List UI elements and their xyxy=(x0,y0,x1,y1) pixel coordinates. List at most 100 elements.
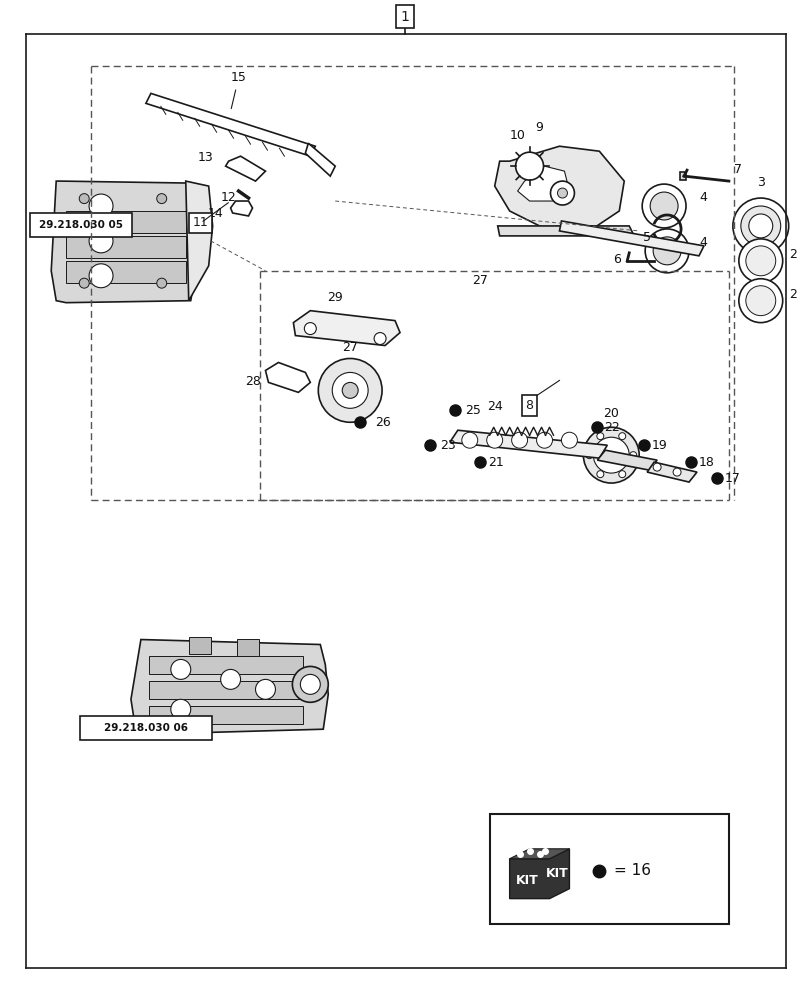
Circle shape xyxy=(560,432,577,448)
Circle shape xyxy=(645,229,689,273)
Text: 15: 15 xyxy=(230,71,247,109)
Bar xyxy=(680,172,685,180)
Polygon shape xyxy=(225,156,265,181)
Circle shape xyxy=(511,432,527,448)
Polygon shape xyxy=(186,181,212,301)
Text: 17: 17 xyxy=(724,472,740,485)
Text: 6: 6 xyxy=(612,253,620,266)
Polygon shape xyxy=(131,640,328,734)
Circle shape xyxy=(255,679,275,699)
Circle shape xyxy=(672,468,680,476)
Circle shape xyxy=(536,432,551,448)
Text: 5: 5 xyxy=(642,231,650,244)
Polygon shape xyxy=(597,450,656,470)
Text: 19: 19 xyxy=(651,439,667,452)
Circle shape xyxy=(738,279,782,323)
Text: KIT: KIT xyxy=(516,874,539,887)
Circle shape xyxy=(618,433,625,440)
Polygon shape xyxy=(497,226,633,236)
Circle shape xyxy=(292,666,328,702)
Text: 26: 26 xyxy=(375,416,390,429)
Circle shape xyxy=(304,323,316,335)
Text: 29.218.030 06: 29.218.030 06 xyxy=(104,723,187,733)
Bar xyxy=(148,656,303,674)
Text: = 16: = 16 xyxy=(614,863,650,878)
Text: 14: 14 xyxy=(208,207,223,220)
Circle shape xyxy=(596,433,603,440)
Bar xyxy=(66,211,186,233)
Circle shape xyxy=(652,463,660,471)
Text: 24: 24 xyxy=(487,400,502,413)
Text: 13: 13 xyxy=(198,151,213,164)
Circle shape xyxy=(550,181,573,205)
Polygon shape xyxy=(305,143,335,176)
Polygon shape xyxy=(293,311,400,346)
Text: KIT: KIT xyxy=(546,867,569,880)
Bar xyxy=(66,236,186,258)
Bar xyxy=(148,681,303,699)
Text: 23: 23 xyxy=(440,439,455,452)
Circle shape xyxy=(221,669,240,689)
Circle shape xyxy=(650,192,677,220)
Circle shape xyxy=(652,237,680,265)
Text: 10: 10 xyxy=(509,129,525,142)
Polygon shape xyxy=(449,430,607,458)
Polygon shape xyxy=(230,201,252,216)
Circle shape xyxy=(642,184,685,228)
Text: 21: 21 xyxy=(487,456,503,469)
Circle shape xyxy=(557,188,567,198)
Bar xyxy=(148,706,303,724)
Text: 25: 25 xyxy=(464,404,480,417)
Polygon shape xyxy=(146,93,315,156)
Circle shape xyxy=(629,452,636,459)
Text: 29: 29 xyxy=(327,291,343,304)
Text: 2: 2 xyxy=(787,248,796,261)
Text: 2: 2 xyxy=(787,288,796,301)
Circle shape xyxy=(170,699,191,719)
Circle shape xyxy=(332,372,367,408)
Circle shape xyxy=(593,437,629,473)
Text: 18: 18 xyxy=(698,456,714,469)
Circle shape xyxy=(89,264,113,288)
Polygon shape xyxy=(646,462,696,482)
Circle shape xyxy=(79,194,89,204)
Circle shape xyxy=(748,214,772,238)
Circle shape xyxy=(486,432,502,448)
Circle shape xyxy=(586,452,592,459)
Polygon shape xyxy=(51,181,200,303)
Circle shape xyxy=(318,358,382,422)
Text: 4: 4 xyxy=(698,191,706,204)
Circle shape xyxy=(157,194,166,204)
Circle shape xyxy=(732,198,787,254)
Text: 29.218.030 05: 29.218.030 05 xyxy=(39,220,123,230)
Circle shape xyxy=(745,246,775,276)
Text: 3: 3 xyxy=(756,176,764,189)
FancyBboxPatch shape xyxy=(30,213,131,237)
Text: 20: 20 xyxy=(603,407,619,420)
Circle shape xyxy=(618,471,625,478)
Polygon shape xyxy=(265,362,310,392)
Text: 4: 4 xyxy=(698,236,706,249)
Bar xyxy=(66,261,186,283)
Text: 22: 22 xyxy=(603,421,620,434)
Circle shape xyxy=(79,278,89,288)
Circle shape xyxy=(461,432,477,448)
Circle shape xyxy=(89,194,113,218)
Text: 27: 27 xyxy=(471,274,487,287)
Text: 1: 1 xyxy=(400,10,409,24)
Circle shape xyxy=(89,229,113,253)
Bar xyxy=(188,637,210,654)
Circle shape xyxy=(582,427,638,483)
Circle shape xyxy=(341,382,358,398)
Circle shape xyxy=(170,659,191,679)
Bar xyxy=(236,639,258,656)
Circle shape xyxy=(596,471,603,478)
FancyBboxPatch shape xyxy=(80,716,212,740)
Circle shape xyxy=(745,286,775,316)
Circle shape xyxy=(515,152,543,180)
Text: 8: 8 xyxy=(525,399,533,412)
Text: 27: 27 xyxy=(341,341,358,354)
Text: 7: 7 xyxy=(733,163,741,176)
Polygon shape xyxy=(494,146,624,231)
Polygon shape xyxy=(509,849,569,859)
